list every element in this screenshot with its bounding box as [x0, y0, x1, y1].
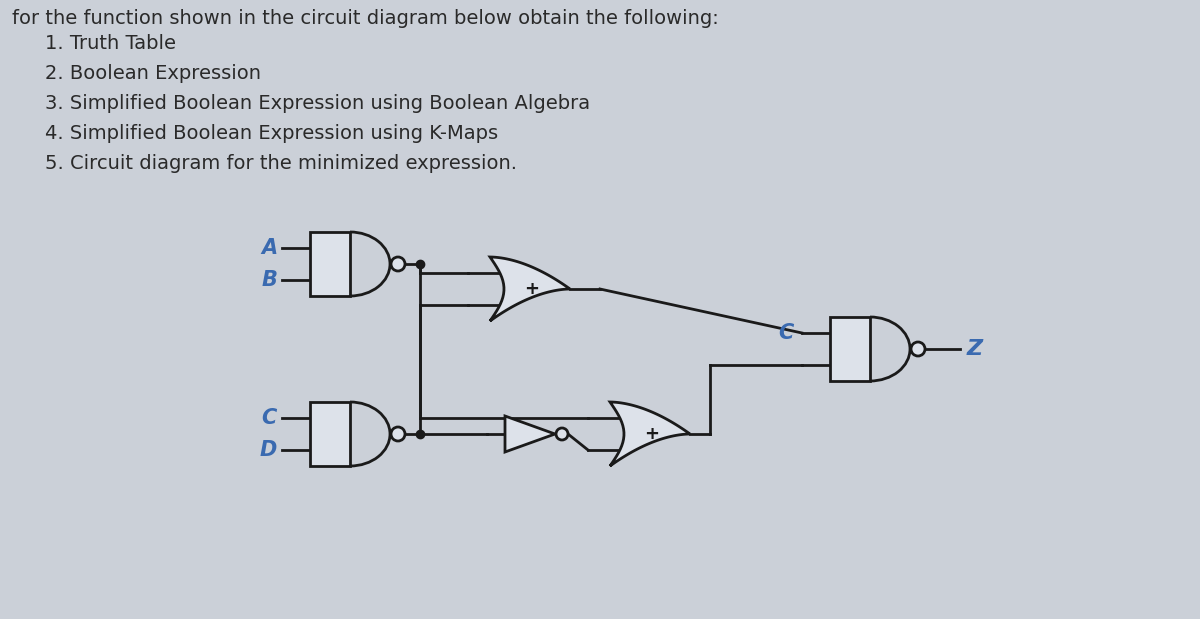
Text: 2. Boolean Expression: 2. Boolean Expression — [46, 64, 262, 83]
Text: +: + — [644, 425, 660, 443]
Text: B: B — [262, 270, 277, 290]
Text: +: + — [524, 280, 540, 298]
Circle shape — [911, 342, 925, 356]
Polygon shape — [490, 257, 570, 321]
Text: C: C — [262, 408, 277, 428]
Polygon shape — [310, 402, 350, 466]
Text: C: C — [779, 323, 794, 343]
Circle shape — [391, 257, 406, 271]
Text: D: D — [259, 440, 277, 460]
Text: 5. Circuit diagram for the minimized expression.: 5. Circuit diagram for the minimized exp… — [46, 154, 517, 173]
Circle shape — [391, 427, 406, 441]
Text: A: A — [260, 238, 277, 258]
Polygon shape — [310, 232, 350, 296]
Polygon shape — [505, 416, 554, 452]
Polygon shape — [830, 317, 870, 381]
Text: Z: Z — [967, 339, 983, 359]
Circle shape — [556, 428, 568, 440]
Text: 3. Simplified Boolean Expression using Boolean Algebra: 3. Simplified Boolean Expression using B… — [46, 94, 590, 113]
Text: for the function shown in the circuit diagram below obtain the following:: for the function shown in the circuit di… — [12, 9, 719, 28]
Text: 4. Simplified Boolean Expression using K-Maps: 4. Simplified Boolean Expression using K… — [46, 124, 498, 143]
Polygon shape — [610, 402, 690, 466]
Text: 1. Truth Table: 1. Truth Table — [46, 34, 176, 53]
